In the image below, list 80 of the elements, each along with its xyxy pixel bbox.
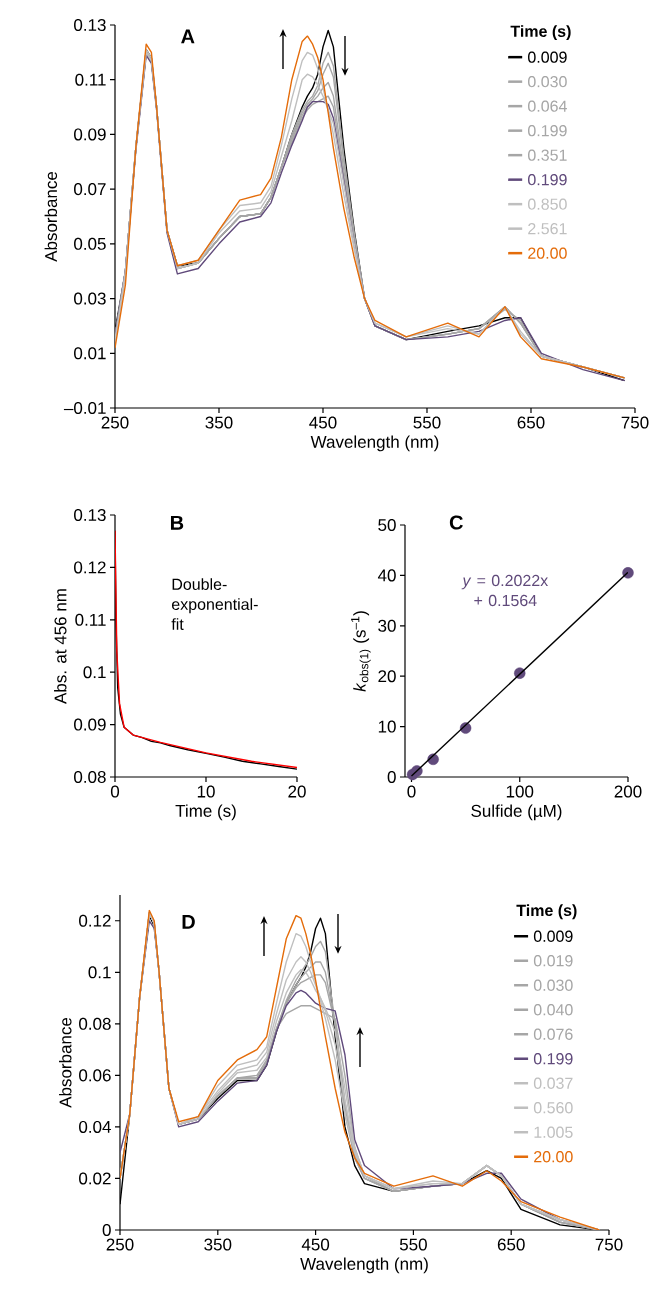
chart-title: B	[170, 515, 184, 530]
x-tick-label: 750	[621, 416, 649, 429]
x-tick-label: 450	[309, 416, 337, 429]
y-tick-label: 40	[377, 569, 396, 582]
x-tick-label: 450	[301, 1238, 330, 1251]
y-tick-label: 20	[378, 670, 396, 683]
y-axis-title: Absorbance	[44, 171, 58, 262]
y-tick-label: 0.11	[75, 613, 106, 626]
x-tick-label: 550	[413, 416, 441, 429]
x-tick-label: 10	[197, 785, 215, 798]
y-tick-label: 50	[378, 518, 396, 532]
y-tick-label: 0.03	[74, 292, 106, 305]
legend-label: 0.850	[528, 198, 567, 210]
chart-title: A	[181, 29, 195, 44]
legend-label: 0.560	[533, 1102, 573, 1114]
legend-title: Time (s)	[516, 904, 577, 920]
y-tick-label: 0.02	[79, 1172, 111, 1185]
y-tick-label: –0.01	[63, 401, 106, 415]
legend-label: 0.064	[528, 100, 567, 112]
legend-label: 0.199	[528, 173, 567, 186]
y-tick-label: 0.11	[75, 73, 106, 86]
annotation: Double-exponential-fit	[171, 578, 258, 630]
x-axis-title: Wavelength (nm)	[310, 435, 439, 452]
x-tick-label: 650	[517, 416, 545, 429]
y-tick-label: 0.12	[79, 914, 111, 927]
x-tick-label: 100	[506, 785, 534, 798]
y-tick-label: 0.12	[74, 561, 106, 574]
legend-label: 20.00	[534, 1151, 573, 1163]
y-tick-label: 0.06	[79, 1069, 111, 1082]
y-tick-label: 0	[387, 770, 396, 784]
y-tick-label: 0.07	[74, 183, 106, 196]
x-tick-label: 350	[205, 416, 233, 429]
y-axis-title: k$_{obs(1)}$ (s$^{–1}$)	[351, 611, 371, 692]
y-tick-label: 0.1	[83, 666, 106, 679]
legend-label: 1.005	[534, 1126, 573, 1138]
y-tick-label: 0.09	[74, 718, 106, 731]
x-tick-label: 0	[110, 785, 120, 798]
legend-label: 0.040	[533, 1004, 573, 1016]
y-tick-label: 30	[378, 619, 396, 632]
y-tick-label: 10	[378, 720, 396, 733]
legend-label: 0.009	[528, 51, 567, 63]
x-tick-label: 750	[595, 1238, 623, 1251]
y-tick-label: 0.1	[88, 966, 111, 979]
y-tick-label: 0.13	[74, 18, 106, 32]
legend-label: 0.037	[533, 1077, 573, 1089]
x-axis-title: Wavelength (nm)	[300, 1257, 428, 1274]
y-tick-label: 0.05	[74, 237, 106, 250]
legend-label: 0.199	[528, 125, 567, 137]
legend-label: 0.199	[533, 1053, 573, 1065]
legend-label: 0.076	[533, 1028, 573, 1040]
legend-label: 0.019	[533, 955, 573, 967]
y-tick-label: 0.09	[74, 128, 106, 141]
legend-label: 0.030	[533, 979, 573, 991]
x-axis-title: Sulfide (µM)	[471, 804, 562, 821]
x-tick-label: 0	[407, 785, 416, 798]
legend-label: 0.030	[528, 75, 567, 88]
y-tick-label: 0.13	[74, 508, 106, 522]
legend-label: 20.00	[528, 247, 567, 259]
text: D	[182, 914, 195, 929]
x-tick-label: 250	[101, 416, 129, 429]
y-axis-title: Abs. at 456 nm	[54, 589, 67, 704]
x-tick-label: 20	[288, 785, 306, 798]
y-tick-label: 0.04	[79, 1120, 111, 1133]
y-tick-label: 0.08	[74, 770, 106, 784]
legend-title: Time (s)	[510, 25, 571, 41]
legend-label: 0.351	[528, 149, 567, 161]
x-tick-label: 250	[106, 1238, 134, 1251]
x-tick-label: 350	[204, 1238, 232, 1251]
legend-label: 0.009	[533, 930, 573, 942]
x-tick-label: 650	[497, 1238, 525, 1251]
chart-title: C	[449, 515, 463, 530]
y-tick-label: 0.01	[74, 347, 106, 360]
x-tick-label: 550	[399, 1238, 427, 1251]
y-tick-label: 0	[102, 1223, 111, 1237]
x-axis-title: Time (s)	[175, 804, 236, 821]
x-tick-label: 200	[614, 785, 642, 798]
annotation: y = 0.2022x + 0.1564	[461, 574, 549, 607]
legend-label: 2.561	[528, 223, 567, 235]
y-axis-title: Absorbance	[59, 1017, 72, 1108]
y-tick-label: 0.08	[79, 1017, 111, 1030]
